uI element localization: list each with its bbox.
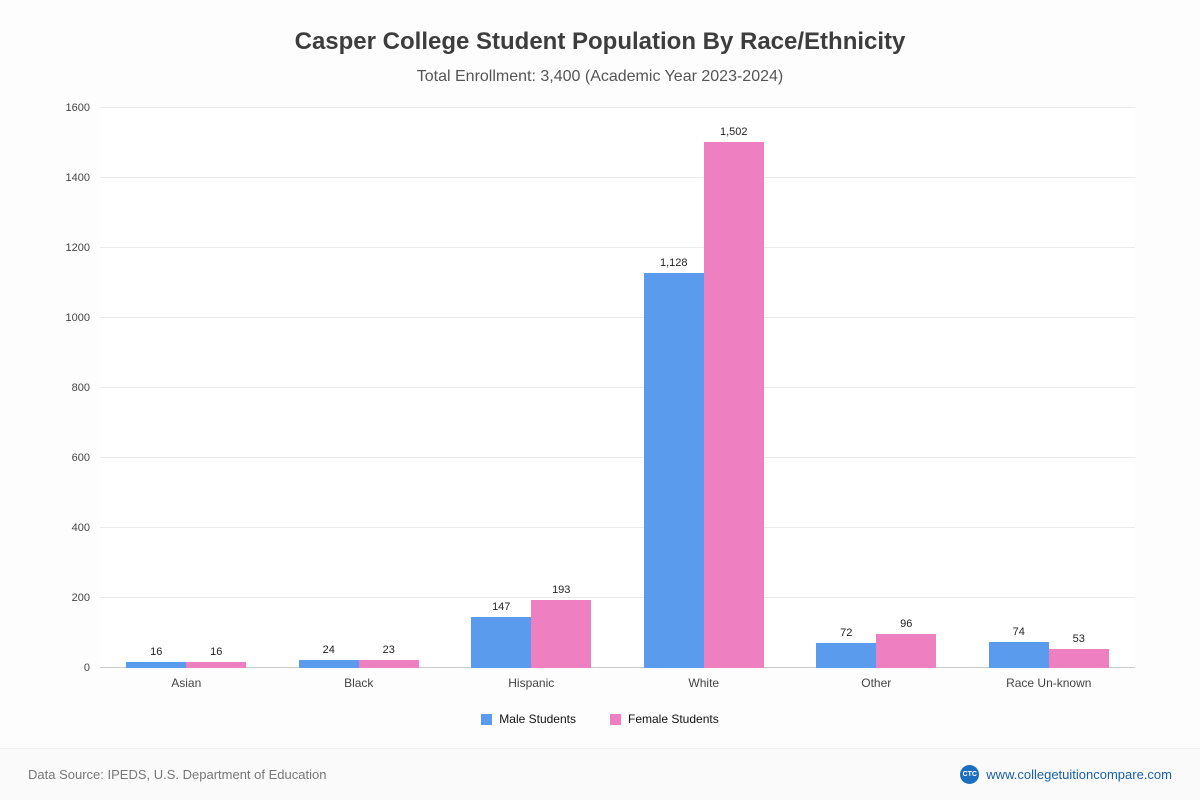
chart-area: 0 200 400 600 800 1000 1200 1400 1600 16 16 24 23 14…	[66, 102, 1135, 674]
site-logo-icon: CTC	[960, 765, 980, 784]
y-tick-label: 600	[71, 452, 90, 464]
bar[interactable]	[186, 662, 247, 668]
x-tick-label: White	[688, 676, 720, 690]
x-tick-label: Black	[344, 676, 374, 690]
legend: Male Students Female Students	[0, 712, 1200, 726]
bar-group: 1,128 1,502	[618, 108, 791, 668]
bar-group: 72 96	[790, 108, 963, 668]
bar-value-label: 72	[840, 626, 853, 639]
bar-value-label: 23	[382, 643, 395, 656]
bar-group: 74 53	[963, 108, 1136, 668]
site-url-text: www.collegetuitioncompare.com	[986, 767, 1172, 782]
chart-subtitle: Total Enrollment: 3,400 (Academic Year 2…	[416, 68, 784, 85]
bar[interactable]	[531, 600, 592, 668]
bar-value-label: 96	[900, 618, 913, 631]
gridline	[100, 597, 1135, 598]
y-tick-label: 1000	[65, 312, 90, 324]
bar[interactable]	[816, 642, 877, 668]
bar-value-label: 24	[322, 643, 335, 656]
bar-wrap: 53	[1048, 108, 1109, 668]
x-tick-label: Asian	[171, 676, 202, 690]
x-tick-label: Hispanic	[508, 676, 555, 690]
bar-wrap: 16	[126, 108, 187, 668]
gridline	[100, 247, 1135, 248]
bar-wrap: 1,128	[643, 108, 704, 668]
bar-wrap: 1,502	[703, 108, 764, 668]
site-link[interactable]: CTC www.collegetuitioncompare.com	[960, 765, 1172, 784]
gridline	[100, 387, 1135, 388]
bar-value-label: 193	[552, 584, 571, 597]
bar[interactable]	[471, 616, 532, 668]
legend-swatch-icon	[481, 713, 493, 725]
plot-area: 0 200 400 600 800 1000 1200 1400 1600	[66, 102, 1135, 674]
y-tick-label: 1600	[65, 102, 90, 114]
gridline	[100, 107, 1135, 108]
bar[interactable]	[703, 142, 764, 668]
bar-value-label: 16	[150, 646, 163, 659]
x-tick-label: Race Un-known	[1006, 676, 1092, 690]
bar[interactable]	[298, 659, 359, 668]
y-tick-label: 0	[83, 662, 90, 674]
y-tick-label: 400	[71, 522, 90, 534]
legend-label: Male Students	[499, 712, 576, 726]
footer: Data Source: IPEDS, U.S. Department of E…	[0, 748, 1200, 800]
bar-wrap: 74	[988, 108, 1049, 668]
y-tick-label: 1400	[65, 172, 90, 184]
bar-wrap: 23	[358, 108, 419, 668]
bar-wrap: 96	[876, 108, 937, 668]
bar[interactable]	[876, 634, 937, 668]
x-axis-labels: Asian Black Hispanic White Other Race Un-know…	[100, 676, 1135, 690]
legend-label: Female Students	[628, 712, 719, 726]
bar-group: 147 193	[445, 108, 618, 668]
bar-groups: 16 16 24 23 147 193 1,128 1,502 72 96 74 53	[100, 108, 1135, 668]
legend-swatch-icon	[610, 713, 621, 725]
bar-wrap: 16	[186, 108, 247, 668]
gridline	[100, 177, 1135, 178]
bar-value-label: 1,128	[659, 257, 688, 270]
y-tick-label: 800	[71, 382, 90, 394]
chart-header: Casper College Student Population By Rac…	[0, 0, 1200, 86]
bar-wrap: 147	[471, 108, 532, 668]
bar-wrap: 72	[816, 108, 877, 668]
gridline	[100, 667, 1135, 668]
gridline	[100, 317, 1135, 318]
y-tick-label: 200	[71, 592, 90, 604]
chart-title: Casper College Student Population By Rac…	[294, 28, 906, 55]
bar-value-label: 16	[210, 646, 223, 659]
legend-item[interactable]: Female Students	[610, 712, 719, 726]
bar-value-label: 74	[1012, 626, 1025, 639]
bar-wrap: 24	[298, 108, 359, 668]
bar[interactable]	[1048, 649, 1109, 668]
bar-group: 16 16	[100, 108, 273, 668]
gridline	[100, 527, 1135, 528]
bar[interactable]	[988, 642, 1049, 668]
gridline	[100, 457, 1135, 458]
bar-wrap: 193	[531, 108, 592, 668]
legend-item[interactable]: Male Students	[481, 712, 576, 726]
bar-value-label: 147	[492, 600, 511, 613]
bar[interactable]	[358, 659, 419, 668]
x-tick-label: Other	[861, 676, 892, 690]
bar[interactable]	[643, 273, 704, 668]
bar-group: 24 23	[273, 108, 446, 668]
bar-value-label: 53	[1072, 633, 1085, 646]
bar[interactable]	[126, 662, 187, 668]
data-source-text: Data Source: IPEDS, U.S. Department of E…	[28, 767, 327, 782]
bar-value-label: 1,502	[719, 126, 748, 139]
y-tick-label: 1200	[65, 242, 90, 254]
